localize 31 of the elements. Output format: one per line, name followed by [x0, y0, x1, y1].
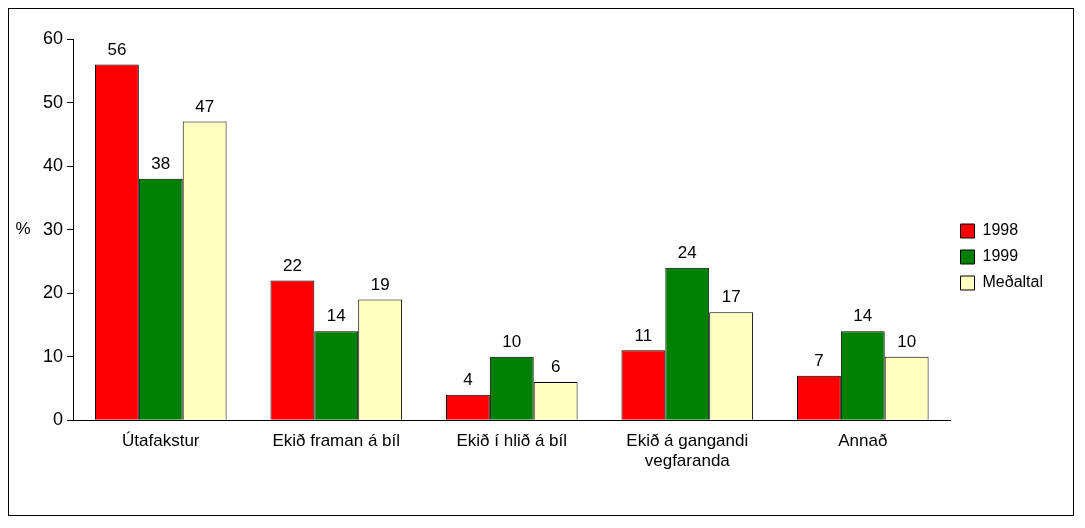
y-tick-label: 0 [53, 409, 64, 430]
x-tick-label: Ekið á gangandi vegfaranda [626, 431, 749, 471]
data-label: 17 [721, 287, 741, 307]
y-tick-label: 40 [42, 155, 64, 176]
legend-label: 1998 [982, 221, 1019, 239]
data-label: 22 [282, 255, 302, 275]
data-label: 6 [550, 357, 561, 377]
data-label: 10 [502, 331, 522, 351]
data-label: 11 [634, 325, 653, 345]
data-label: 14 [853, 306, 873, 326]
y-tick-label: 60 [42, 27, 64, 48]
data-label: 47 [195, 96, 215, 116]
x-tick-label: Útafakstur [122, 431, 200, 451]
x-tick-label: Ekið framan á bíl [272, 431, 401, 451]
data-label: 4 [463, 369, 473, 389]
data-label: 56 [107, 39, 127, 59]
legend-label: Meðaltal [982, 273, 1044, 291]
data-label: 7 [814, 350, 824, 370]
x-tick-label: Annað [838, 431, 888, 451]
data-label: 24 [677, 242, 697, 262]
data-label: 38 [151, 153, 171, 173]
data-label: 14 [326, 306, 346, 326]
data-label: 10 [897, 331, 917, 351]
data-label: 19 [370, 274, 390, 294]
legend-label: 1999 [982, 247, 1019, 265]
y-axis-title: % [15, 219, 31, 239]
y-tick-label: 50 [42, 91, 64, 112]
x-tick-label: Ekið í hlið á bíl [456, 431, 568, 451]
y-tick-label: 20 [42, 282, 64, 303]
y-tick-label: 10 [42, 345, 64, 366]
y-tick-label: 30 [42, 218, 64, 239]
